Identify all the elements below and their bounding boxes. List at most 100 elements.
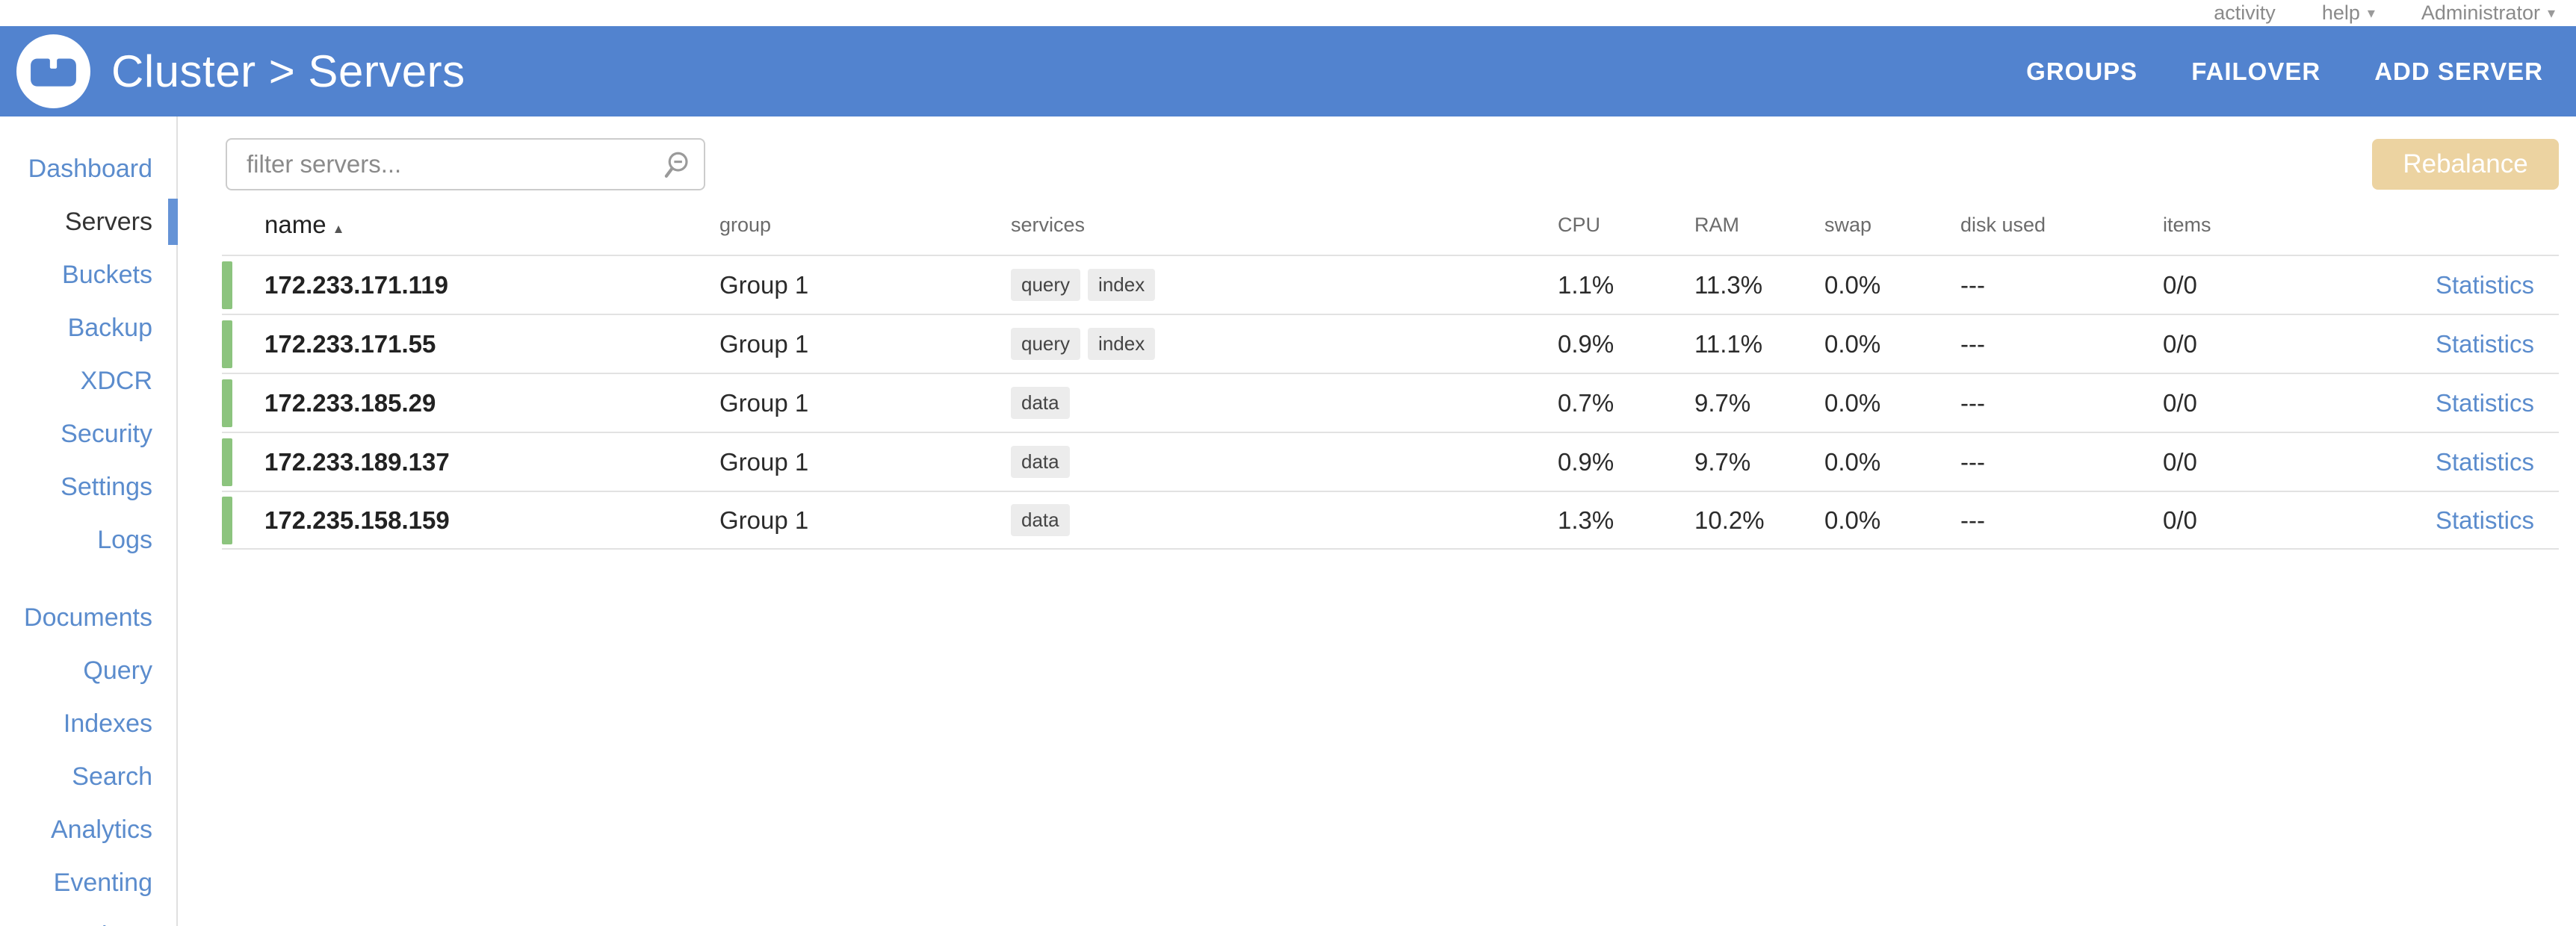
items-value: 0/0 (2163, 329, 2197, 358)
column-header-items[interactable]: items (2163, 213, 2211, 236)
swap-value: 0.0% (1824, 506, 1881, 534)
sort-ascending-icon: ▲ (332, 222, 345, 236)
statistics-link[interactable]: Statistics (2435, 447, 2534, 476)
server-health-indicator (222, 379, 232, 427)
filter-field (226, 138, 705, 190)
sidebar-item-xdcr[interactable]: XDCR (0, 357, 176, 410)
sidebar-item-servers[interactable]: Servers (0, 198, 178, 251)
service-badge: index (1088, 328, 1156, 360)
search-icon (664, 152, 688, 178)
server-group: Group 1 (719, 329, 809, 358)
items-value: 0/0 (2163, 388, 2197, 417)
ram-value: 9.7% (1694, 388, 1751, 417)
column-header-group[interactable]: group (719, 213, 772, 236)
sidebar-item-label: Documents (24, 603, 152, 632)
sidebar-item-label: Buckets (62, 261, 152, 289)
server-group: Group 1 (719, 388, 809, 417)
server-name: 172.233.171.55 (264, 329, 436, 358)
sidebar-item-indexes[interactable]: Indexes (0, 700, 176, 753)
items-value: 0/0 (2163, 506, 2197, 534)
groups-button[interactable]: GROUPS (2026, 57, 2138, 85)
server-group: Group 1 (719, 506, 809, 534)
statistics-link[interactable]: Statistics (2435, 329, 2534, 358)
page-title: Cluster > Servers (111, 46, 465, 96)
sidebar-item-dashboard[interactable]: Dashboard (0, 145, 176, 198)
failover-button[interactable]: FAILOVER (2191, 57, 2321, 85)
chevron-down-icon: ▾ (2367, 5, 2375, 22)
column-header-cpu[interactable]: CPU (1558, 213, 1601, 236)
server-services: data (1011, 446, 1558, 478)
app-header: Cluster > Servers GROUPS FAILOVER ADD SE… (0, 26, 2576, 116)
server-services: data (1011, 387, 1558, 419)
sidebar-item-label: XDCR (80, 367, 152, 395)
couchbase-logo-icon (16, 34, 90, 108)
servers-toolbar: Rebalance (222, 138, 2559, 190)
service-badge: data (1011, 504, 1070, 536)
sidebar-item-label: Security (61, 420, 152, 448)
sidebar-item-query[interactable]: Query (0, 647, 176, 700)
sidebar-item-settings[interactable]: Settings (0, 463, 176, 516)
table-row: 172.233.185.29 Group 1 data 0.7% 9.7% 0.… (222, 373, 2559, 432)
sidebar-item-logs[interactable]: Logs (0, 516, 176, 569)
column-header-ram[interactable]: RAM (1694, 213, 1739, 236)
help-menu[interactable]: help ▾ (2322, 1, 2375, 25)
service-badge: data (1011, 387, 1070, 419)
brand: Cluster > Servers (16, 34, 465, 108)
sidebar-item-search[interactable]: Search (0, 753, 176, 806)
add-server-button[interactable]: ADD SERVER (2374, 57, 2543, 85)
filter-servers-input[interactable] (226, 138, 705, 190)
statistics-link[interactable]: Statistics (2435, 270, 2534, 299)
rebalance-button[interactable]: Rebalance (2372, 139, 2559, 190)
server-name: 172.233.185.29 (264, 388, 436, 417)
server-services: query index (1011, 269, 1558, 301)
sidebar-item-label: Servers (64, 208, 152, 236)
disk-used-value: --- (1960, 270, 1985, 299)
column-header-disk-used[interactable]: disk used (1960, 213, 2046, 236)
swap-value: 0.0% (1824, 329, 1881, 358)
sidebar-item-eventing[interactable]: Eventing (0, 859, 176, 912)
administrator-menu[interactable]: Administrator ▾ (2421, 1, 2555, 25)
sidebar-item-label: Search (72, 762, 152, 791)
sidebar-group-2: Documents Query Indexes Search Analytics… (0, 594, 176, 926)
disk-used-value: --- (1960, 447, 1985, 476)
disk-used-value: --- (1960, 388, 1985, 417)
sidebar-item-label: Analytics (50, 815, 152, 844)
ram-value: 11.3% (1694, 270, 1763, 299)
servers-table: name ▲ group services CPU RAM swap disk u… (222, 195, 2559, 550)
column-header-services[interactable]: services (1011, 213, 1086, 236)
ram-value: 10.2% (1694, 506, 1765, 534)
service-badge: query (1011, 269, 1081, 301)
ram-value: 11.1% (1694, 329, 1763, 358)
chevron-down-icon: ▾ (2547, 5, 2555, 22)
server-health-indicator (222, 496, 232, 544)
activity-link-label: activity (2214, 1, 2276, 24)
server-health-indicator (222, 320, 232, 368)
cpu-value: 1.3% (1558, 506, 1614, 534)
swap-value: 0.0% (1824, 388, 1881, 417)
sidebar-item-label: Backup (67, 314, 152, 342)
sidebar-item-security[interactable]: Security (0, 410, 176, 463)
swap-value: 0.0% (1824, 447, 1881, 476)
statistics-link[interactable]: Statistics (2435, 388, 2534, 417)
activity-link[interactable]: activity (2214, 1, 2276, 25)
column-header-swap[interactable]: swap (1824, 213, 1872, 236)
sidebar-item-label: Settings (61, 473, 152, 501)
service-badge: index (1088, 269, 1156, 301)
disk-used-value: --- (1960, 506, 1985, 534)
sidebar-item-analytics[interactable]: Analytics (0, 806, 176, 859)
header-nav: GROUPS FAILOVER ADD SERVER (2026, 58, 2543, 86)
items-value: 0/0 (2163, 270, 2197, 299)
table-row: 172.233.171.119 Group 1 query index 1.1%… (222, 255, 2559, 314)
table-row: 172.235.158.159 Group 1 data 1.3% 10.2% … (222, 491, 2559, 550)
items-value: 0/0 (2163, 447, 2197, 476)
column-header-name[interactable]: name ▲ (264, 211, 345, 238)
sidebar-item-documents[interactable]: Documents (0, 594, 176, 647)
server-group: Group 1 (719, 270, 809, 299)
sidebar-item-label: Dashboard (28, 155, 152, 183)
sidebar-item-backup[interactable]: Backup (0, 304, 176, 357)
server-name: 172.233.189.137 (264, 447, 450, 476)
sidebar-item-views[interactable]: Views (0, 912, 176, 926)
statistics-link[interactable]: Statistics (2435, 506, 2534, 534)
sidebar-item-buckets[interactable]: Buckets (0, 251, 176, 304)
server-name: 172.233.171.119 (264, 270, 448, 299)
